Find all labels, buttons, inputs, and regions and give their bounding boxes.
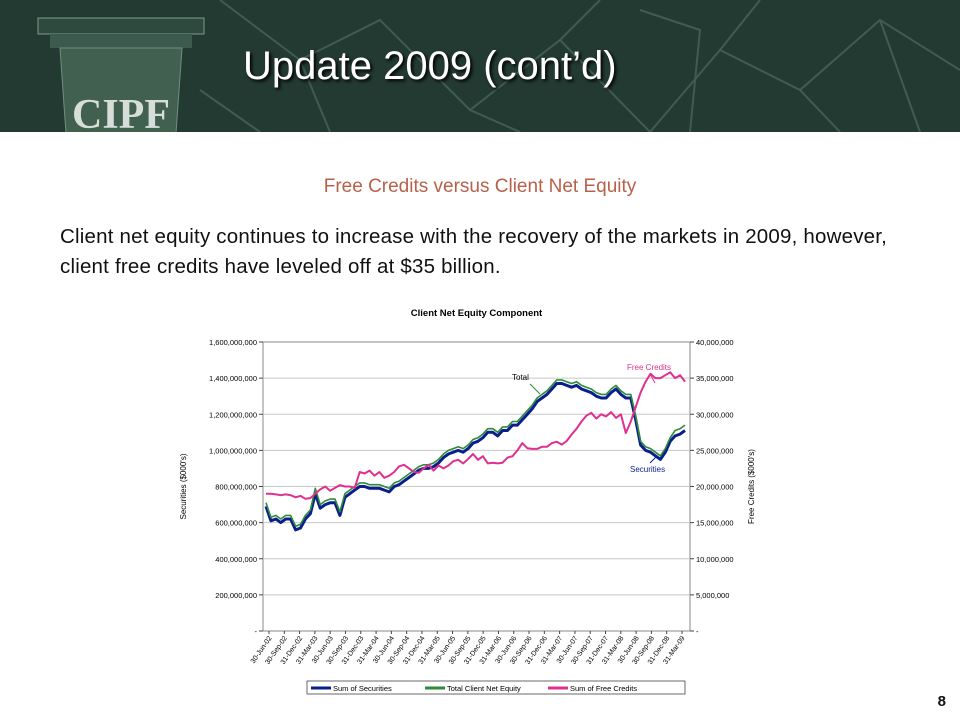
- legend-box: [306, 680, 686, 695]
- left-tick-label: 1,200,000,000: [209, 410, 257, 419]
- annotation-free-credits-arrow: [649, 373, 656, 384]
- right-tick-label: 15,000,000: [696, 519, 734, 528]
- annotation-free-credits: Free Credits: [627, 363, 671, 372]
- left-tick-label: 1,600,000,000: [209, 338, 257, 347]
- header-banner: CIPF Update 2009 (cont’d): [0, 0, 960, 132]
- left-tick-label: 200,000,000: [215, 591, 257, 600]
- chart-title: Client Net Equity Component: [411, 308, 543, 319]
- left-tick-label: -: [255, 627, 258, 636]
- annotation-securities: Securities: [630, 465, 665, 474]
- slide-title: Update 2009 (cont’d): [243, 44, 617, 88]
- annotation-total-arrow: [529, 383, 541, 395]
- left-tick-label: 1,400,000,000: [209, 374, 257, 383]
- series-line-sum-of-free-credits: [266, 371, 686, 500]
- legend-label: Sum of Free Credits: [570, 684, 637, 693]
- left-tick-label: 1,000,000,000: [209, 446, 257, 455]
- right-tick-label: 30,000,000: [696, 410, 734, 419]
- series-line-total-client-net-equity: [265, 379, 686, 528]
- svg-text:CIPF: CIPF: [72, 92, 170, 132]
- right-tick-label: 25,000,000: [696, 446, 734, 455]
- page-number: 8: [937, 693, 946, 710]
- left-tick-label: 400,000,000: [215, 555, 257, 564]
- annotation-total: Total: [512, 373, 529, 382]
- legend-label: Sum of Securities: [333, 684, 392, 693]
- right-tick-label: 5,000,000: [696, 591, 729, 600]
- right-tick-label: -: [696, 627, 699, 636]
- left-axis-label: Securities ($000's): [179, 453, 188, 519]
- legend-label: Total Client Net Equity: [447, 684, 521, 693]
- annotation-securities-arrow: [649, 455, 658, 464]
- right-tick-label: 35,000,000: [696, 374, 734, 383]
- left-tick-label: 600,000,000: [215, 519, 257, 528]
- right-tick-label: 10,000,000: [696, 555, 734, 564]
- right-tick-label: 20,000,000: [696, 483, 734, 492]
- right-tick-label: 40,000,000: [696, 338, 734, 347]
- series-line-sum-of-securities: [264, 382, 686, 532]
- right-axis-label: Free Credits ($000's): [747, 449, 756, 524]
- header-texture: [199, 0, 960, 132]
- slide-subtitle: Free Credits versus Client Net Equity: [323, 176, 637, 197]
- cipf-logo: CIPF: [36, 16, 206, 132]
- left-tick-label: 800,000,000: [215, 483, 257, 492]
- slide-body-text: Client net equity continues to increase …: [60, 225, 888, 278]
